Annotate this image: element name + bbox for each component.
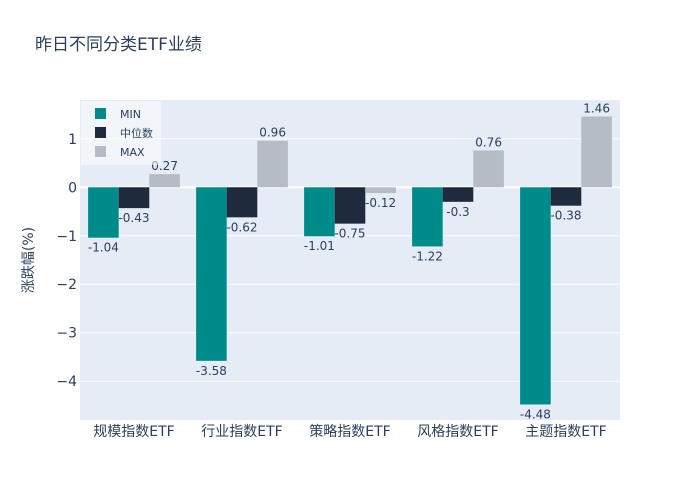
bar-value-label: 0.76 [475, 135, 502, 149]
bar-value-label: -0.12 [365, 196, 396, 210]
y-tick-label: 1 [68, 132, 77, 148]
bar-value-label: -0.75 [334, 227, 365, 241]
x-tick-label: 策略指数ETF [309, 423, 390, 440]
x-tick-label: 规模指数ETF [93, 424, 174, 440]
bar-value-label: 1.46 [583, 101, 610, 115]
bar-value-label: -1.04 [88, 241, 119, 255]
bar-value-label: -0.3 [446, 205, 469, 219]
y-axis-label: 涨跌幅(%) [21, 227, 37, 293]
bar-MIN[interactable] [196, 187, 227, 361]
y-tick-label: 0 [68, 180, 77, 196]
bar-value-label: 0.96 [259, 126, 286, 140]
bar-MAX[interactable] [257, 140, 288, 188]
bar-value-label: -0.38 [550, 209, 581, 223]
bar-中位数[interactable] [442, 187, 474, 202]
bar-MIN[interactable] [520, 187, 551, 405]
x-tick-label: 风格指数ETF [417, 424, 498, 440]
bar-MIN[interactable] [88, 187, 119, 238]
bar-MAX[interactable] [149, 174, 180, 188]
bar-MIN[interactable] [304, 187, 335, 237]
bar-value-label: -0.62 [226, 220, 257, 234]
data-labels-layer: -1.04-0.430.27-3.58-0.620.96-1.01-0.75-0… [88, 101, 610, 421]
y-tick-label: −1 [56, 229, 77, 245]
y-tick-label: −3 [56, 326, 77, 342]
y-tick-label: −4 [56, 374, 77, 390]
bar-中位数[interactable] [334, 187, 366, 224]
legend-swatch[interactable] [95, 127, 106, 138]
bar-MAX[interactable] [365, 187, 396, 194]
bars-layer [88, 116, 612, 405]
y-axis: −4 −3 −2 −1 0 1 [56, 132, 77, 390]
bar-MIN[interactable] [412, 187, 443, 247]
bar-中位数[interactable] [226, 187, 258, 218]
legend[interactable]: MIN 中位数 MAX [81, 101, 161, 165]
bar-value-label: -3.58 [196, 364, 227, 378]
bar-value-label: -1.22 [412, 249, 443, 263]
legend-box [81, 101, 161, 165]
bar-value-label: -0.43 [118, 211, 149, 225]
bar-MAX[interactable] [473, 150, 504, 188]
bar-value-label: -1.01 [304, 239, 335, 253]
bar-MAX[interactable] [581, 116, 612, 188]
legend-label[interactable]: MIN [120, 108, 141, 121]
legend-swatch[interactable] [95, 146, 106, 157]
y-tick-label: −2 [56, 277, 77, 293]
x-tick-label: 行业指数ETF [201, 424, 282, 440]
legend-swatch[interactable] [95, 108, 106, 119]
bar-中位数[interactable] [118, 187, 150, 209]
legend-label[interactable]: MAX [120, 146, 145, 159]
bar-中位数[interactable] [550, 187, 582, 206]
chart-title: 昨日不同分类ETF业绩 [35, 35, 202, 55]
x-tick-label: 主题指数ETF [525, 424, 606, 440]
x-axis: 规模指数ETF 行业指数ETF 策略指数ETF 风格指数ETF 主题指数ETF [93, 423, 606, 440]
legend-label[interactable]: 中位数 [120, 126, 153, 140]
bar-value-label: -4.48 [520, 407, 551, 421]
